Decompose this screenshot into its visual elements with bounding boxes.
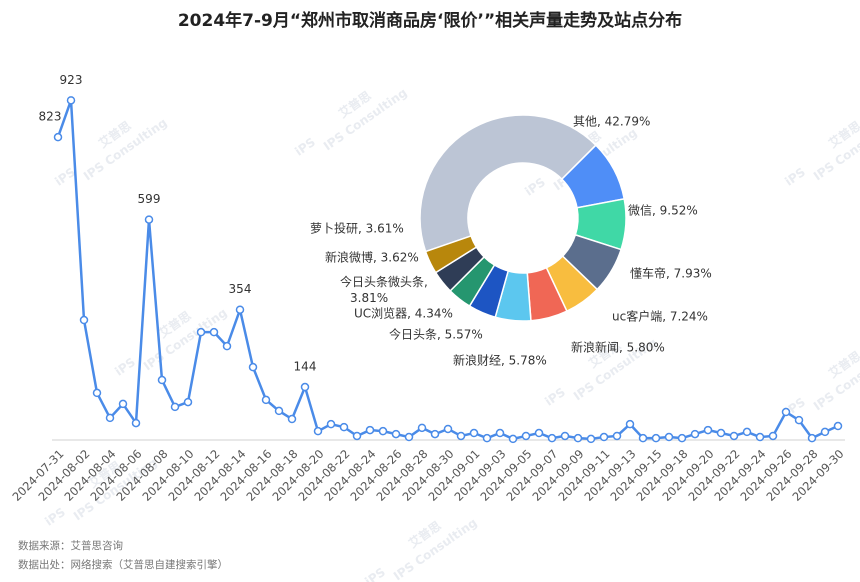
point [222,341,232,351]
point [807,433,817,443]
point [326,419,336,429]
point [677,433,687,443]
point [196,327,206,337]
point [274,406,284,416]
point [378,426,388,436]
watermark-logo: iPS [42,505,68,529]
point [755,432,765,442]
slice-label: 新浪微博, 3.62% [325,250,419,265]
point [391,429,401,439]
data-label: 923 [60,73,83,87]
point [209,327,219,337]
data-label: 599 [138,192,161,206]
slice-label: 新浪新闻, 5.80% [571,340,665,355]
point [651,433,661,443]
data-label: 354 [229,282,252,296]
point [742,427,752,437]
point [534,428,544,438]
point [482,433,492,443]
point [703,425,713,435]
data-label: 144 [294,360,317,374]
point [261,395,271,405]
point [781,407,791,417]
watermark-logo: iPS [292,135,318,159]
point [716,428,726,438]
point [729,431,739,441]
point [573,433,583,443]
watermark-logo: iPS [542,385,568,409]
point [287,414,297,424]
slice-label: 新浪财经, 5.78% [453,353,547,368]
slice-label: 今日头条, 5.57% [389,327,483,342]
donut-slice [424,234,478,274]
point [456,431,466,441]
point [157,375,167,385]
chart-title: 2024年7-9月“郑州市取消商品房‘限价’”相关声量走势及站点分布 [178,10,682,31]
watermark-logo: iPS [782,165,808,189]
point [690,429,700,439]
point [638,433,648,443]
point [794,415,804,425]
point [313,426,323,436]
point [560,431,570,441]
point [495,428,505,438]
point [820,427,830,437]
point [404,432,414,442]
point [625,419,635,429]
point [430,429,440,439]
slice-label: 微信, 9.52% [628,204,698,218]
point [183,397,193,407]
slice-label: 今日头条微头条, 3.81% [340,274,428,305]
point [469,428,479,438]
donut-slice [419,114,597,253]
slice-label: 其他, 42.79% [573,115,650,129]
point [833,421,843,431]
point [508,434,518,444]
slice-label: UC浏览器, 4.34% [354,306,453,321]
point [53,132,63,142]
slice-label-line: 今日头条微头条, [340,274,428,289]
point [118,399,128,409]
point [66,96,76,105]
slice-label: uc客户端, 7.24% [612,309,708,324]
point [79,315,89,325]
point [612,431,622,441]
point [664,432,674,442]
point [300,382,310,392]
source: 数据来源：艾普思咨询 [18,539,123,552]
watermark-logo: iPS [112,355,138,379]
data-label: 823 [39,110,62,124]
point [92,388,102,398]
point [105,413,115,423]
watermark-logo: iPS [362,565,388,582]
point [768,431,778,441]
source: 数据出处：网络搜索（艾普思自建搜索引擎） [18,558,228,571]
point [521,431,531,441]
point [144,215,154,224]
point [365,425,375,435]
slice-label: 萝卜投研, 3.61% [310,221,404,236]
point [586,434,596,444]
point [235,305,245,314]
slice-label: 懂车帝, 7.93% [630,266,712,281]
point [170,402,180,412]
point [417,423,427,433]
point [599,432,609,442]
point [443,424,453,434]
point [547,433,557,443]
point [339,422,349,432]
watermark-logo: iPS [522,175,548,199]
point [352,431,362,441]
point [248,362,258,372]
point [131,418,141,428]
slice-label-line: 3.81% [350,291,388,305]
